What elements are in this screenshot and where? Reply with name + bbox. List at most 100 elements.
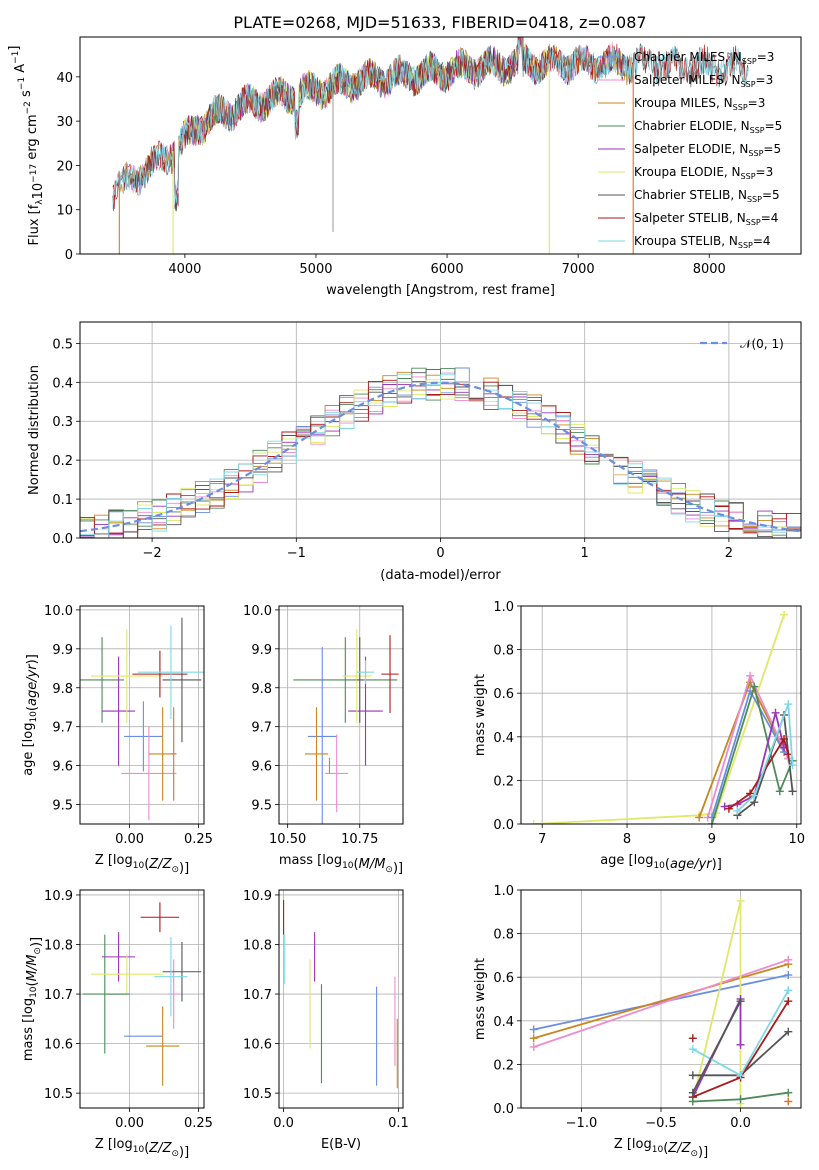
y-tick-label: 10.9 bbox=[44, 889, 73, 904]
age-vs-metallicity-panel: 0.00 0.259.59.69.79.89.910.0Z [log10(Z/Z⊙… bbox=[21, 604, 213, 876]
label-part: ⊙ bbox=[385, 865, 393, 875]
y-axis-label: mass weight bbox=[473, 674, 488, 756]
legend-entry: Kroupa STELIB, NSSP=4 bbox=[634, 234, 771, 250]
y-tick-label: 10.9 bbox=[243, 889, 272, 904]
legend-value: =5 bbox=[762, 188, 780, 202]
label-part: ( bbox=[144, 1141, 149, 1156]
label-part: )] bbox=[698, 1145, 708, 1160]
label-part: M/M bbox=[25, 955, 40, 982]
axes-frame bbox=[520, 889, 802, 1109]
label-part: mass [log bbox=[279, 853, 342, 868]
y-tick-label: 9.9 bbox=[52, 643, 73, 658]
label-part: ( bbox=[25, 981, 40, 986]
legend-sub: SSP bbox=[741, 80, 756, 89]
legend-name: Salpeter ELODIE, N bbox=[634, 142, 748, 156]
y-tick-label: 0.4 bbox=[52, 376, 73, 391]
legend-value: =3 bbox=[756, 73, 774, 87]
label-part: Z/Z bbox=[148, 1141, 172, 1156]
y-tick-label: 10.7 bbox=[44, 988, 73, 1003]
label-part: ( bbox=[665, 857, 670, 872]
x-tick-label: 8 bbox=[623, 832, 631, 847]
axes-frame bbox=[79, 36, 802, 255]
label-part: 10 bbox=[31, 183, 46, 200]
label-part: 10 bbox=[133, 861, 145, 871]
legend-value: =3 bbox=[756, 165, 774, 179]
label-part: Z [log bbox=[95, 1137, 133, 1152]
x-tick-label: 0.25 bbox=[184, 832, 213, 847]
y-tick-label: 9.5 bbox=[52, 799, 73, 814]
legend-value: =4 bbox=[761, 211, 779, 225]
legend-entry: Salpeter ELODIE, NSSP=5 bbox=[634, 142, 781, 158]
y-tick-label: 0.0 bbox=[493, 818, 514, 833]
x-tick-label: 7 bbox=[538, 832, 546, 847]
legend-sub: SSP bbox=[750, 126, 765, 135]
x-axis-label: Z [log10(Z/Z⊙)] bbox=[95, 853, 189, 876]
plot-area bbox=[80, 322, 801, 538]
legend-entry: Kroupa MILES, NSSP=3 bbox=[634, 96, 765, 112]
figure-title: PLATE=0268, MJD=51633, FIBERID=0418, z=0… bbox=[233, 13, 646, 32]
y-tick-label: 0.6 bbox=[493, 971, 514, 986]
label-part: ⊙ bbox=[171, 865, 179, 875]
y-tick-label: 10.6 bbox=[243, 1038, 272, 1053]
legend-value: =3 bbox=[757, 50, 775, 64]
y-tick-label: 0.8 bbox=[493, 644, 514, 659]
age-vs-mass-panel: 10.50 10.75 9.5 9.6 9.7 9.8 9.9 10.0 mass [log10… bbox=[243, 604, 404, 876]
label-part: A bbox=[13, 64, 28, 77]
y-axis-label: age [log10(age/yr)] bbox=[21, 654, 40, 776]
y-tick-label: 30 bbox=[56, 115, 73, 130]
label-part: age [log bbox=[600, 853, 653, 868]
axes-frame bbox=[278, 605, 404, 825]
x-tick-label: −1 bbox=[287, 546, 306, 561]
label-part: ( bbox=[663, 1141, 668, 1156]
legend-value: =5 bbox=[763, 142, 781, 156]
label-part: ( bbox=[354, 857, 359, 872]
y-tick-label: 0.6 bbox=[493, 687, 514, 702]
y-axis-label: mass weight bbox=[473, 958, 488, 1040]
x-tick-label: 0.1 bbox=[388, 1116, 409, 1131]
legend-name: Salpeter MILES, N bbox=[634, 73, 741, 87]
y-tick-label: 0.2 bbox=[493, 774, 514, 789]
legend-entry: Salpeter STELIB, NSSP=4 bbox=[634, 211, 778, 227]
legend-value: =3 bbox=[748, 96, 766, 110]
label-part: )] bbox=[179, 1145, 189, 1160]
label-part: erg cm bbox=[25, 114, 40, 163]
label-part: Z/Z bbox=[148, 857, 172, 872]
x-tick-label: 1 bbox=[581, 546, 589, 561]
x-axis-label: age [log10(age/yr)] bbox=[600, 853, 722, 872]
plot-area bbox=[279, 606, 403, 824]
legend-sub: SSP bbox=[748, 149, 763, 158]
y-tick-label: 9.8 bbox=[52, 682, 73, 697]
x-axis-label: wavelength [Angstrom, rest frame] bbox=[326, 283, 555, 298]
label-part: )] bbox=[25, 654, 40, 664]
y-tick-label: 0.4 bbox=[493, 731, 514, 746]
y-tick-label: 0.2 bbox=[52, 454, 73, 469]
x-tick-label: 10 bbox=[788, 832, 805, 847]
label-part: 10 bbox=[29, 711, 39, 723]
plot-area bbox=[80, 606, 204, 824]
y-tick-label: 10.5 bbox=[243, 1087, 272, 1102]
label-part: Z [log bbox=[95, 853, 133, 868]
y-tick-label: 0.1 bbox=[52, 493, 73, 508]
x-tick-label: −2 bbox=[143, 546, 162, 561]
label-part: age/yr bbox=[25, 663, 40, 706]
weight-line bbox=[711, 683, 794, 824]
y-tick-label: 10.0 bbox=[44, 604, 73, 619]
y-tick-label: 0.0 bbox=[52, 532, 73, 547]
x-tick-label: −1.0 bbox=[566, 1116, 598, 1131]
x-axis-label: E(B-V) bbox=[321, 1137, 361, 1152]
label-part: Flux [f bbox=[27, 204, 42, 245]
x-tick-label: 0.00 bbox=[115, 1116, 144, 1131]
legend-name: Kroupa STELIB, N bbox=[634, 234, 738, 248]
y-tick-label: 9.8 bbox=[251, 682, 272, 697]
y-tick-label: 10.0 bbox=[243, 604, 272, 619]
legend-entry: 𝒩(0, 1) bbox=[740, 337, 784, 351]
label-part: ( bbox=[144, 857, 149, 872]
weight-vs-metallicity-panel: −1.0 −0.5 0.0 0.0 0.2 0.4 0.6 0.8 1.0 Z [log10(Z/… bbox=[473, 884, 802, 1160]
label-part: Z [log bbox=[614, 1137, 652, 1152]
x-axis-label: Z [log10(Z/Z⊙)] bbox=[95, 1137, 189, 1160]
normal-curve bbox=[80, 381, 801, 533]
y-tick-label: 0.3 bbox=[52, 415, 73, 430]
legend-entry: Chabrier STELIB, NSSP=5 bbox=[634, 188, 780, 204]
y-tick-label: 10.7 bbox=[243, 988, 272, 1003]
